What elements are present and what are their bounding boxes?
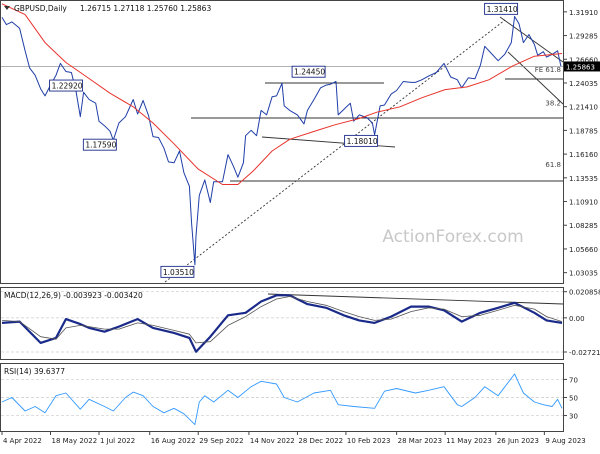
current-price-label: 1.25863: [566, 63, 595, 71]
x-tick-label: 10 Feb 2023: [347, 437, 391, 445]
x-tick-label: 1 Jul 2022: [100, 437, 135, 445]
y-tick-label: 1.08285: [569, 222, 598, 230]
macd-series-line: [1, 294, 563, 353]
chart-header-ohlc: 1.26715 1.27118 1.25760 1.25863: [80, 4, 211, 13]
macd-title: MACD(12,26,9) -0.003923 -0.003420: [4, 291, 143, 300]
signal-series-line: [1, 296, 563, 344]
x-tick-label: 26 Jun 2023: [497, 437, 539, 445]
y-tick-label: 1.18785: [569, 127, 598, 135]
price-label-box: [49, 79, 84, 92]
x-tick-label: 18 May 2022: [52, 437, 98, 445]
price-label-box: [82, 138, 117, 151]
fib-label: 61.8: [545, 161, 561, 169]
y-tick-label: 1.29285: [569, 33, 598, 41]
y-tick-label: 1.16160: [569, 151, 598, 159]
fib-label: FE 61.8: [535, 66, 561, 74]
y-tick-label: 0.00: [569, 315, 585, 323]
x-tick-label: 28 Dec 2022: [298, 437, 343, 445]
y-tick-label: 1.21410: [569, 104, 598, 112]
y-tick-label: 1.24035: [569, 80, 598, 88]
price-series-line: [1, 16, 562, 266]
y-tick-label: 1.13535: [569, 175, 598, 183]
price-label: 1.03510: [163, 268, 194, 277]
price-label: 1.31410: [487, 5, 518, 14]
y-tick-label: 70: [569, 376, 578, 384]
price-label: 1.18010: [347, 137, 378, 146]
price-label: 1.22920: [52, 82, 83, 91]
fib-label: 38.2: [545, 99, 561, 107]
x-tick-label: 9 Aug 2023: [545, 437, 585, 445]
y-tick-label: 1.26660: [569, 56, 598, 64]
chart-header-symbol: GBPUSD,Daily: [14, 4, 67, 13]
y-tick-label: 1.05660: [569, 246, 598, 254]
y-tick-label: 50: [569, 395, 578, 403]
y-tick-label: 0.020858: [569, 289, 600, 297]
price-label-box: [160, 265, 195, 278]
x-tick-label: 16 Aug 2022: [151, 437, 196, 445]
y-tick-label: -0.027213: [569, 349, 600, 357]
rsi-series-line: [1, 373, 563, 426]
collapse-triangle-icon: [4, 6, 10, 10]
channel-lower-line: [507, 51, 564, 105]
x-tick-label: 11 May 2023: [446, 437, 492, 445]
watermark: ActionForex.com: [382, 227, 523, 247]
trend-dotted-line: [164, 19, 506, 283]
current-price-tag: [564, 61, 600, 72]
y-tick-label: 1.31910: [569, 9, 598, 17]
price-label-box: [484, 2, 519, 15]
x-tick-label: 28 Mar 2023: [398, 437, 442, 445]
y-tick-label: 1.03035: [569, 270, 598, 278]
price-label-box: [291, 65, 326, 78]
x-tick-label: 4 Apr 2022: [3, 437, 42, 445]
price-panel: [0, 0, 564, 284]
y-tick-label: 30: [569, 413, 578, 421]
x-tick-label: 14 Nov 2022: [250, 437, 295, 445]
y-tick-label: 1.10910: [569, 199, 598, 207]
price-label: 1.17590: [85, 141, 116, 150]
macd-panel: [0, 287, 564, 360]
rsi-title: RSI(14) 39.6377: [4, 367, 65, 376]
price-label-box: [344, 134, 379, 147]
price-label: 1.24450: [294, 68, 325, 77]
ema-series-line: [1, 3, 563, 185]
x-tick-label: 29 Sep 2022: [199, 437, 243, 445]
